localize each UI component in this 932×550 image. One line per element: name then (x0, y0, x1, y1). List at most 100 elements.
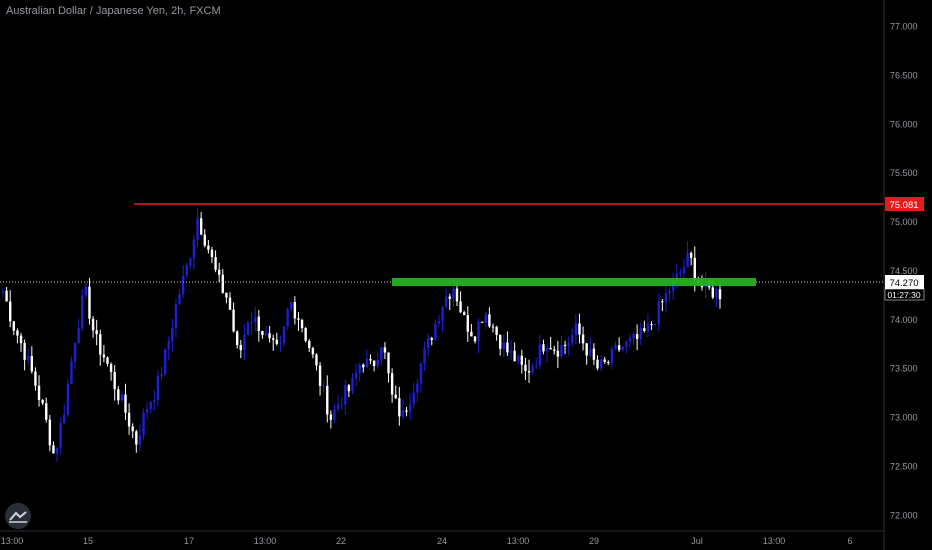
candle-body (210, 249, 214, 258)
price-tick-label: 75.000 (890, 217, 918, 227)
candle-body (199, 218, 203, 235)
candle-body (261, 330, 264, 336)
candle-body (246, 322, 250, 335)
resistance-price-label-bg (885, 197, 924, 211)
candle-body (117, 389, 120, 401)
candle-body (45, 403, 48, 420)
candle-body (470, 331, 473, 337)
candle-body (686, 252, 689, 268)
candle-body (311, 348, 315, 355)
candle-body (643, 328, 646, 331)
candle-body (167, 340, 170, 350)
candle-body (109, 363, 113, 373)
candle-body (661, 301, 664, 303)
support-zone (392, 278, 756, 286)
candle-body (228, 297, 232, 310)
candle-body (340, 404, 343, 406)
candle-body (55, 447, 59, 454)
logo[interactable] (5, 503, 31, 529)
candle-body (625, 341, 628, 347)
candle-body (135, 431, 138, 445)
candle-body (502, 342, 506, 349)
candle-body (614, 345, 617, 350)
candle-body (77, 328, 80, 344)
countdown-label: 01:27:30 (887, 290, 920, 300)
candle-body (610, 349, 614, 364)
price-tick-label: 74.500 (890, 266, 918, 276)
candle-body (596, 359, 599, 369)
candle-body (571, 335, 574, 344)
candle-body (250, 322, 253, 324)
candle-body (34, 371, 37, 386)
candle-body (156, 375, 160, 401)
candle-body (664, 293, 668, 302)
candle-body (423, 348, 426, 365)
candle-body (524, 364, 527, 372)
candle-body (9, 301, 12, 322)
candle-body (506, 342, 509, 353)
candle-body (455, 288, 459, 302)
price-tick-label: 73.000 (890, 413, 918, 423)
candle-body (387, 352, 390, 374)
time-tick-label: 6 (847, 536, 852, 546)
time-tick-label: 13:00 (1, 536, 24, 546)
candle-body (225, 292, 228, 298)
candle-body (358, 364, 361, 373)
candle-body (383, 347, 387, 353)
candle-body (48, 419, 52, 446)
candle-body (308, 340, 311, 349)
candle-body (243, 334, 246, 351)
candle-body (30, 356, 34, 372)
candle-body (412, 392, 415, 404)
candle-body (563, 344, 567, 346)
candle-body (84, 286, 88, 296)
candle-body (668, 291, 671, 294)
candle-body (290, 302, 293, 310)
resistance-price-label: 75.081 (889, 200, 918, 211)
price-tick-label: 75.500 (890, 168, 918, 178)
candle-body (535, 365, 538, 367)
candle-body (653, 323, 657, 325)
candle-body (315, 354, 318, 366)
candle-body (632, 334, 635, 339)
candle-body (279, 343, 282, 345)
candle-body (318, 365, 322, 386)
candle-body (99, 334, 102, 355)
candle-body (462, 312, 466, 316)
candle-body (689, 252, 693, 258)
candle-body (635, 334, 639, 340)
candle-body (214, 257, 217, 270)
candle-body (567, 343, 570, 346)
candle-body (207, 245, 210, 250)
candle-body (102, 354, 106, 358)
candle-body (416, 383, 419, 393)
candle-body (639, 328, 642, 340)
candle-body (351, 378, 354, 392)
candle-body (16, 330, 19, 336)
candle-body (232, 309, 235, 332)
candle-body (66, 384, 70, 415)
candle-body (127, 412, 131, 427)
candle-body (329, 414, 333, 420)
candle-body (585, 343, 588, 356)
candle-body (354, 372, 358, 379)
candle-body (257, 316, 261, 331)
candle-body (527, 371, 531, 373)
candle-body (509, 350, 513, 353)
candle-body (192, 239, 196, 259)
candles (1, 208, 722, 463)
price-tick-label: 72.500 (890, 461, 918, 471)
last-price-label: 74.270 (889, 278, 918, 289)
candle-body (88, 286, 91, 319)
time-axis: 13:00 15 17 13:00 22 24 13:00 29 Jul 13:00 6 (1, 536, 853, 546)
candle-body (275, 339, 279, 344)
candle-body (372, 360, 376, 367)
price-axis: 77.000 76.500 76.000 75.500 75.000 74.500 74.0… (890, 22, 918, 521)
candle-body (153, 400, 156, 403)
candle-body (589, 348, 592, 356)
candle-body (362, 364, 365, 368)
candle-body (336, 404, 340, 409)
candle-body (549, 348, 552, 350)
candle-body (448, 296, 451, 299)
